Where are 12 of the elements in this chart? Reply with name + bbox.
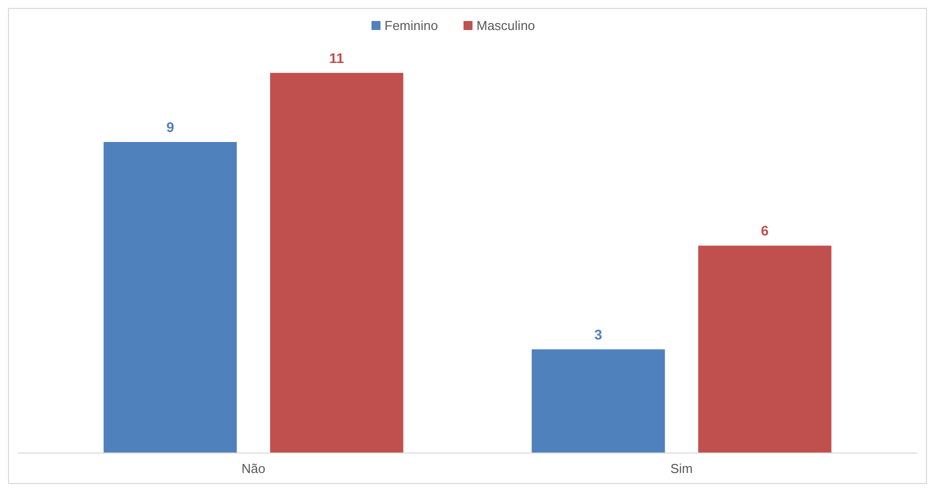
x-tick-label: Sim xyxy=(670,461,693,476)
bar xyxy=(104,142,237,453)
legend-label: Masculino xyxy=(476,18,536,33)
legend-label: Feminino xyxy=(384,18,438,33)
data-label: 3 xyxy=(594,326,602,342)
data-label: 11 xyxy=(329,50,344,66)
bar xyxy=(532,349,665,453)
x-tick-label: Não xyxy=(242,461,266,476)
bar xyxy=(698,246,832,453)
bar xyxy=(270,72,404,453)
data-label: 9 xyxy=(166,118,174,135)
data-label: 6 xyxy=(760,222,769,239)
